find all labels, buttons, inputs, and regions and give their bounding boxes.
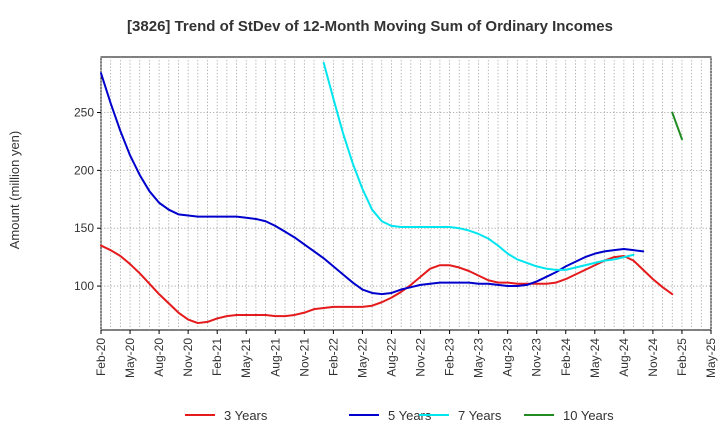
x-tick-label: Nov-24	[646, 338, 660, 377]
x-tick-label: Aug-22	[384, 338, 398, 377]
x-tick-label: Nov-22	[414, 338, 428, 377]
x-tick-label: Aug-24	[617, 338, 631, 377]
series-line-10-years	[671, 111, 683, 141]
x-tick-label: May-24	[588, 338, 602, 378]
plot-area	[100, 56, 712, 331]
x-tick-label: Feb-24	[559, 338, 573, 376]
x-tick-label: May-25	[704, 338, 718, 378]
y-axis-label: Amount (million yen)	[7, 131, 22, 250]
y-axis-ticks: 100 150 200 250	[74, 106, 101, 293]
x-tick-label: Nov-21	[297, 338, 311, 377]
x-tick-label: Aug-21	[268, 338, 282, 377]
x-tick-label: Nov-20	[181, 338, 195, 377]
legend-label: 5 Years	[388, 408, 432, 423]
series-line-5-years	[100, 72, 645, 296]
y-tick-label: 250	[74, 106, 94, 120]
series-line-7-years	[322, 61, 635, 271]
y-tick-label: 150	[74, 221, 94, 235]
x-tick-label: Aug-23	[501, 338, 515, 377]
x-tick-label: Nov-23	[530, 338, 544, 377]
legend-item-10-years: 10 Years	[524, 408, 614, 423]
y-tick-label: 200	[74, 163, 94, 177]
legend-label: 7 Years	[458, 408, 502, 423]
y-tick-label: 100	[74, 279, 94, 293]
x-axis-ticks: Feb-20 May-20 Aug-20 Nov-20 Feb-21 May-21 Aug-…	[94, 330, 718, 378]
chart-title: [3826] Trend of StDev of 12-Month Moving…	[127, 18, 613, 35]
legend-item-5-years: 5 Years	[349, 408, 432, 423]
legend-label: 3 Years	[224, 408, 268, 423]
x-tick-label: Feb-20	[94, 338, 108, 376]
x-tick-label: Feb-23	[443, 338, 457, 376]
x-tick-label: Feb-21	[210, 338, 224, 376]
x-tick-label: May-21	[239, 338, 253, 378]
x-tick-label: May-23	[472, 338, 486, 378]
series-line-3-years	[100, 244, 674, 325]
series-lines	[100, 61, 683, 325]
x-tick-label: Feb-22	[326, 338, 340, 376]
legend-item-3-years: 3 Years	[185, 408, 268, 423]
legend-item-7-years: 7 Years	[419, 408, 502, 423]
legend-label: 10 Years	[563, 408, 614, 423]
legend: 3 Years 5 Years 7 Years 10 Years	[185, 408, 614, 423]
x-tick-label: Feb-25	[675, 338, 689, 376]
x-tick-label: May-22	[355, 338, 369, 378]
x-tick-label: Aug-20	[152, 338, 166, 377]
x-tick-label: May-20	[123, 338, 137, 378]
